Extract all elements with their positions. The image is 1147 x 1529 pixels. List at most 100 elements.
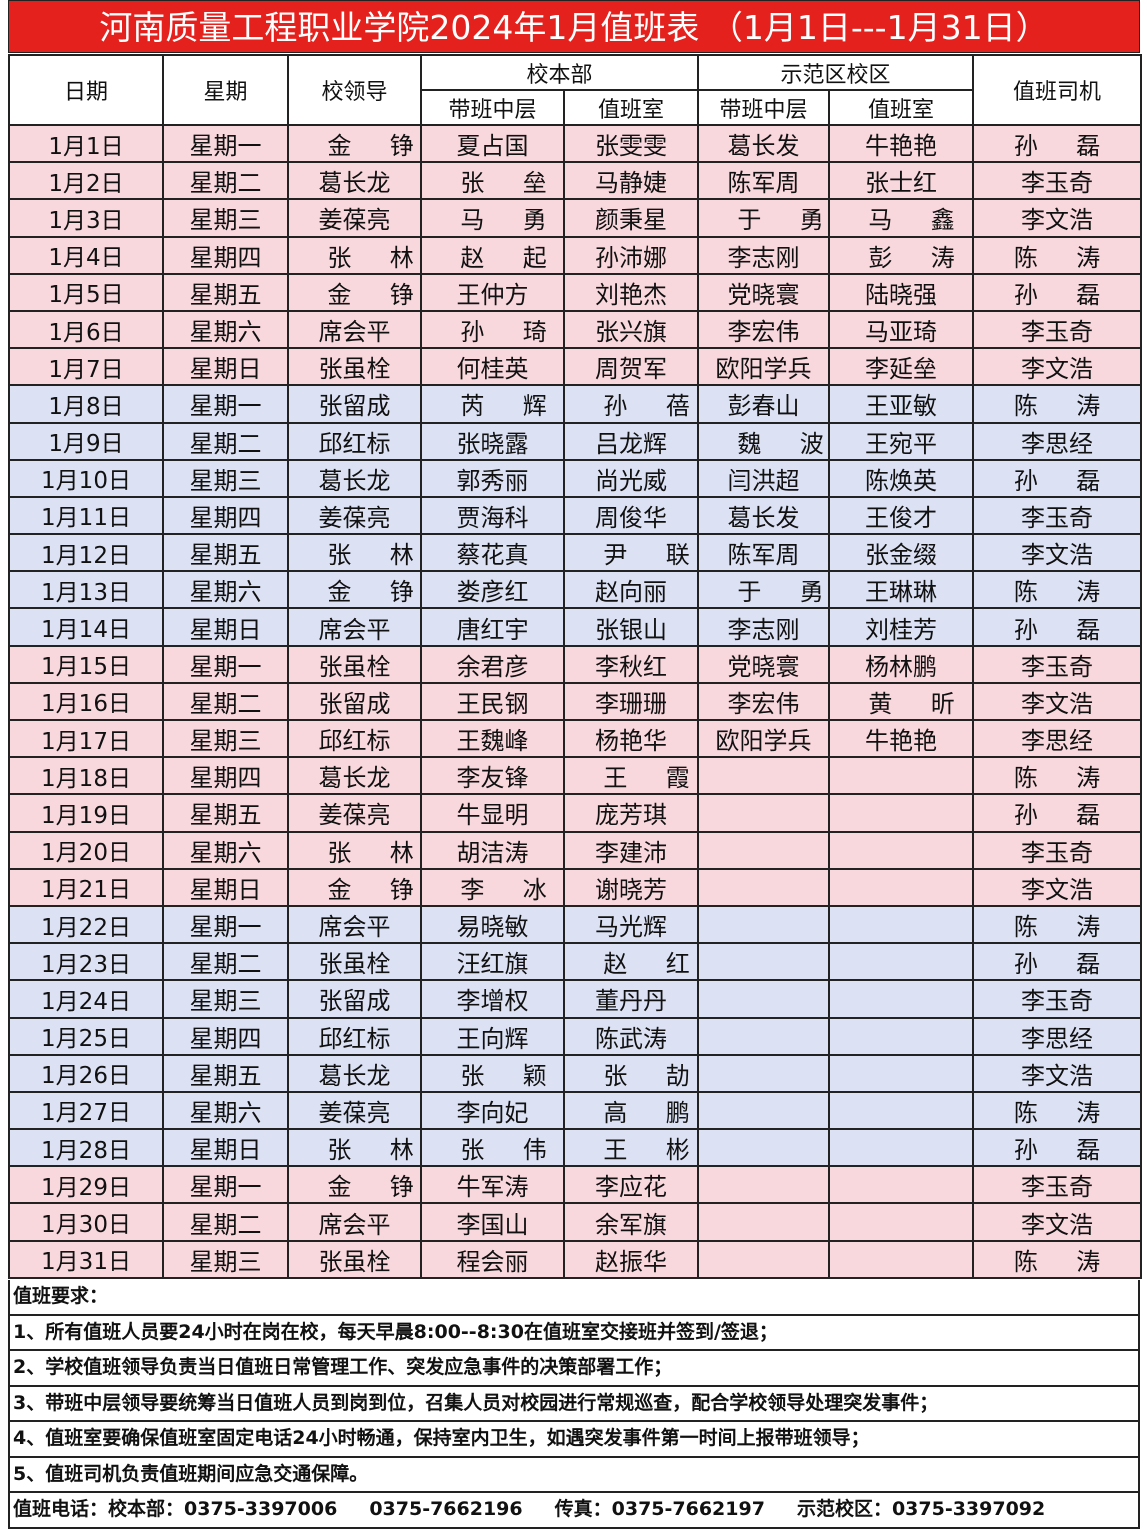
cell-date: 1月12日 — [8, 533, 164, 573]
cell-demo-room — [828, 904, 975, 945]
cell-demo-mid — [697, 979, 831, 1019]
cell-weekday: 星期一 — [162, 904, 289, 945]
cell-driver: 李玉奇 — [972, 161, 1143, 201]
header-weekday: 星期 — [162, 54, 289, 126]
cell-main-room: 张雯雯 — [562, 123, 700, 164]
cell-weekday: 星期一 — [162, 123, 289, 164]
table-row: 1月20日星期六张林胡洁涛李建沛 李玉奇 — [8, 830, 1143, 870]
cell-date: 1月9日 — [8, 421, 164, 461]
cell-main-mid: 李友锋 — [420, 756, 565, 796]
cell-main-room: 李应花 — [562, 1165, 700, 1205]
cell-main-mid: 王魏峰 — [420, 718, 565, 759]
table-row: 1月21日星期日金铮李冰谢晓芳 李文浩 — [8, 867, 1143, 907]
cell-weekday: 星期六 — [162, 570, 289, 610]
cell-main-mid: 牛军涛 — [420, 1165, 565, 1205]
cell-main-mid: 娄彦红 — [420, 570, 565, 610]
cell-leader: 张林 — [287, 830, 422, 870]
cell-demo-mid — [697, 904, 831, 945]
cell-demo-room — [828, 1202, 975, 1242]
cell-leader: 葛长龙 — [287, 458, 422, 498]
cell-main-mid: 张晓露 — [420, 421, 565, 461]
cell-leader: 邱红标 — [287, 718, 422, 759]
header-demo-duty-room: 值班室 — [828, 89, 975, 126]
table-row: 1月17日 星期三 邱红标 王魏峰 杨艳华 欧阳学兵 牛艳艳 李思经 — [8, 718, 1143, 759]
table-row: 1月12日星期五张林蔡花真尹联陈军周张金缀李文浩 — [8, 533, 1143, 573]
requirement-item: 3、带班中层领导要统筹当日值班人员到岗到位，召集人员对校园进行常规巡查，配合学校… — [10, 1384, 1138, 1421]
cell-demo-room — [828, 1165, 975, 1205]
cell-weekday: 星期五 — [162, 272, 289, 312]
cell-demo-room: 牛艳艳 — [828, 718, 975, 759]
cell-date: 1月6日 — [8, 309, 164, 350]
cell-demo-mid: 陈军周 — [697, 533, 831, 573]
cell-demo-mid: 李志刚 — [697, 607, 831, 647]
header-date: 日期 — [8, 54, 164, 126]
cell-leader: 姜葆亮 — [287, 793, 422, 833]
cell-main-room: 余军旗 — [562, 1202, 700, 1242]
table-row: 1月2日星期二葛长龙张垒马静婕陈军周张士红李玉奇 — [8, 161, 1143, 201]
cell-demo-room: 陈焕英 — [828, 458, 975, 498]
cell-main-room: 张劼 — [562, 1053, 700, 1093]
cell-date: 1月31日 — [8, 1239, 164, 1279]
cell-demo-room: 彭涛 — [828, 235, 975, 275]
cell-demo-room: 张士红 — [828, 161, 975, 201]
cell-main-room: 陈武涛 — [562, 1016, 700, 1056]
cell-demo-room: 王俊才 — [828, 495, 975, 536]
table-row: 1月6日星期六席会平孙琦张兴旗李宏伟马亚琦李玉奇 — [8, 309, 1143, 350]
cell-date: 1月22日 — [8, 904, 164, 945]
cell-driver: 李文浩 — [972, 1053, 1143, 1093]
cell-main-mid: 李增权 — [420, 979, 565, 1019]
cell-leader: 姜葆亮 — [287, 198, 422, 238]
cell-driver: 李玉奇 — [972, 309, 1143, 350]
requirement-item: 2、学校值班领导负责当日值班日常管理工作、突发应急事件的决策部署工作； — [10, 1349, 1138, 1385]
cell-driver: 李玉奇 — [972, 979, 1143, 1019]
cell-date: 1月29日 — [8, 1165, 164, 1205]
requirement-item: 4、值班室要确保值班室固定电话24小时畅通，保持室内卫生，如遇突发事件第一时间上… — [10, 1420, 1138, 1456]
cell-date: 1月7日 — [8, 347, 164, 387]
header-main-campus: 校本部 — [419, 54, 700, 91]
cell-main-mid: 张伟 — [420, 1128, 565, 1168]
cell-date: 1月17日 — [8, 718, 164, 759]
cell-driver: 陈涛 — [972, 756, 1143, 796]
cell-date: 1月3日 — [8, 198, 164, 238]
cell-leader: 张林 — [287, 1128, 422, 1168]
cell-date: 1月5日 — [8, 272, 164, 312]
cell-date: 1月21日 — [8, 867, 164, 907]
cell-demo-room — [828, 1090, 975, 1131]
cell-demo-mid: 彭春山 — [697, 384, 831, 424]
cell-main-mid: 赵起 — [420, 235, 565, 275]
cell-main-mid: 马勇 — [420, 198, 565, 238]
cell-main-mid: 张垒 — [420, 161, 565, 201]
table-row: 1月16日星期二张留成王民钢李珊珊李宏伟黄昕李文浩 — [8, 681, 1143, 722]
cell-weekday: 星期日 — [162, 1128, 289, 1168]
cell-driver: 陈涛 — [972, 1239, 1143, 1279]
cell-weekday: 星期三 — [162, 718, 289, 759]
table-row: 1月9日星期二邱红标张晓露吕龙辉魏波王宛平李思经 — [8, 421, 1143, 461]
cell-main-room: 吕龙辉 — [562, 421, 700, 461]
cell-demo-mid — [697, 756, 831, 796]
cell-date: 1月24日 — [8, 979, 164, 1019]
cell-weekday: 星期五 — [162, 533, 289, 573]
table-row: 1月11日 星期四 姜葆亮 贾海科 周俊华 葛长发 王俊才 李玉奇 — [8, 495, 1143, 536]
cell-demo-mid — [697, 942, 831, 982]
cell-main-room: 杨艳华 — [562, 718, 700, 759]
cell-weekday: 星期二 — [162, 161, 289, 201]
cell-demo-room: 王宛平 — [828, 421, 975, 461]
cell-demo-mid: 李志刚 — [697, 235, 831, 275]
cell-main-room: 李秋红 — [562, 644, 700, 684]
cell-date: 1月18日 — [8, 756, 164, 796]
cell-main-mid: 王仲方 — [420, 272, 565, 312]
cell-main-room: 王霞 — [562, 756, 700, 796]
cell-leader: 金铮 — [287, 570, 422, 610]
cell-weekday: 星期五 — [162, 793, 289, 833]
cell-leader: 张留成 — [287, 384, 422, 424]
cell-driver: 孙磊 — [972, 607, 1143, 647]
cell-demo-room — [828, 979, 975, 1019]
table-row: 1月14日 星期日 席会平 唐红宇 张银山 李志刚 刘桂芳 孙磊 — [8, 607, 1143, 647]
cell-main-mid: 夏占国 — [420, 123, 565, 164]
cell-main-room: 李珊珊 — [562, 681, 700, 722]
cell-driver: 李思经 — [972, 1016, 1143, 1056]
cell-date: 1月2日 — [8, 161, 164, 201]
cell-weekday: 星期三 — [162, 979, 289, 1019]
header-main-mid-level: 带班中层 — [420, 89, 565, 126]
table-row: 1月1日星期一金铮夏占国张雯雯葛长发牛艳艳孙磊 — [8, 123, 1143, 164]
